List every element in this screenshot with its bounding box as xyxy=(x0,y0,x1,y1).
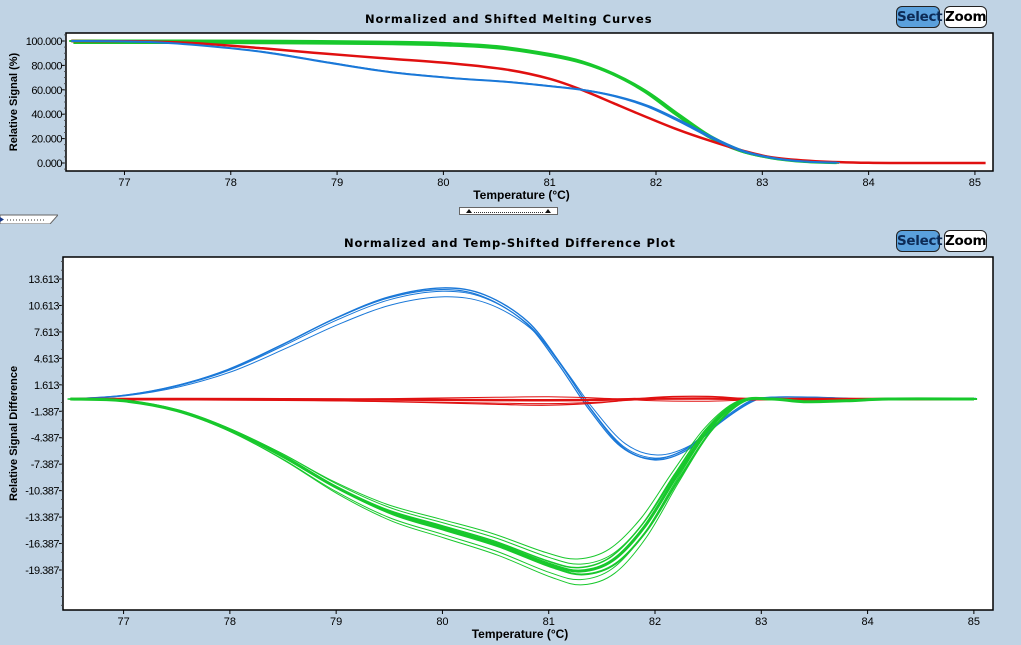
select-button-bottom[interactable]: Select xyxy=(896,230,943,252)
x-tick-label: 78 xyxy=(225,177,237,189)
splitter-up-arrow-icon xyxy=(545,209,551,213)
y-tick-label: 20.000 xyxy=(31,134,62,146)
chart-title-difference: Normalized and Temp-Shifted Difference P… xyxy=(344,236,676,250)
zoom-button-bottom[interactable]: Zoom xyxy=(944,230,987,252)
x-tick-label: 80 xyxy=(437,177,449,189)
x-tick-label: 77 xyxy=(118,177,130,189)
x-tick-label: 85 xyxy=(969,177,981,189)
y-tick-label: 40.000 xyxy=(31,109,62,121)
pane-splitter-handle[interactable] xyxy=(459,207,558,215)
x-tick-label: 79 xyxy=(331,177,343,189)
x-axis-label: Temperature (°C) xyxy=(473,188,570,202)
y-tick-label: 60.000 xyxy=(31,85,62,97)
splitter-up-arrow-icon xyxy=(466,209,472,213)
x-tick-label: 82 xyxy=(650,177,662,189)
zoom-button-top[interactable]: Zoom xyxy=(944,6,987,28)
y-axis-label: Relative Signal (%) xyxy=(8,52,20,151)
x-tick-label: 84 xyxy=(862,177,874,189)
side-arrow-icon xyxy=(0,217,4,222)
splitter-grip xyxy=(474,212,543,213)
y-tick-label: 0.000 xyxy=(37,158,62,170)
x-tick-label: 81 xyxy=(544,177,556,189)
y-tick-label: 80.000 xyxy=(31,60,62,72)
y-tick-label: 100.000 xyxy=(26,36,63,48)
plot-area xyxy=(65,32,994,172)
chart-title-melting: Normalized and Shifted Melting Curves xyxy=(365,12,653,26)
side-panel-toggle[interactable] xyxy=(0,214,58,224)
select-button-top[interactable]: Select xyxy=(896,6,943,28)
x-tick-label: 83 xyxy=(756,177,768,189)
series-line-blue xyxy=(74,40,840,164)
series-group xyxy=(69,39,986,165)
